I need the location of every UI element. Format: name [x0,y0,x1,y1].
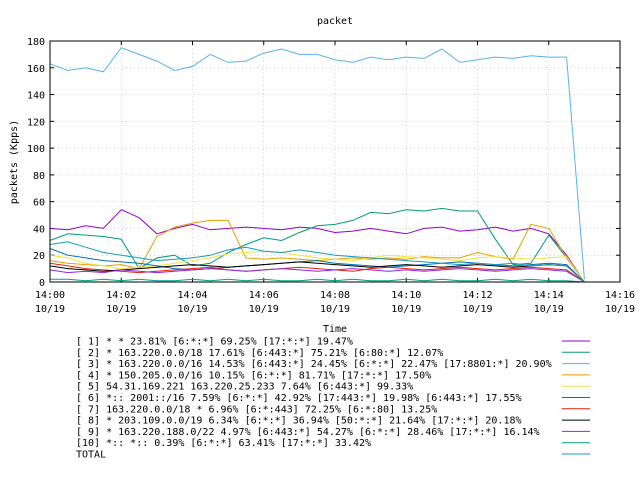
x-tick-date-label: 10/19 [320,304,350,315]
series-line-1 [49,209,585,283]
y-tick-label: 180 [27,37,45,48]
series-line-11 [49,241,585,283]
x-tick-label: 14:02 [106,290,136,301]
legend-entry-9: [ 9] * 163.220.188.0/22 4.97% [6:443:*] … [76,427,540,438]
y-tick-label: 100 [27,144,45,155]
x-tick-date-label: 10/19 [249,304,279,315]
x-tick-label: 14:14 [534,290,564,301]
y-tick-label: 120 [27,117,45,128]
x-tick-date-label: 10/19 [605,304,635,315]
legend: [ 1] * * 23.81% [6:*:*] 69.25% [17:*:*] … [76,337,590,461]
y-axis-label: packets (Kpps) [9,120,20,204]
series-line-7 [49,262,585,283]
x-tick-date-label: 10/19 [462,304,492,315]
y-tick-label: 40 [33,224,45,235]
x-tick-label: 14:12 [462,290,492,301]
x-tick-label: 14:16 [605,290,635,301]
y-tick-label: 20 [33,251,45,262]
x-tick-label: 14:00 [35,290,65,301]
x-tick-date-label: 10/19 [177,304,207,315]
x-tick-label: 14:10 [391,290,421,301]
y-tick-label: 80 [33,171,45,182]
x-tick-date-label: 10/19 [391,304,421,315]
series-line-8 [49,261,585,283]
y-tick-label: 140 [27,91,45,102]
series-line-9 [49,268,585,283]
series-line-10 [50,278,585,283]
legend-entry-7: [ 7] 163.220.0.0/18 * 6.96% [6:*:443] 72… [76,404,437,415]
legend-entry-3: [ 3] * 163.220.0.0/16 14.53% [6:443:*] 2… [76,359,552,370]
y-tick-label: 160 [27,64,45,75]
legend-entry-11: TOTAL [76,450,106,461]
legend-entry-2: [ 2] * 163.220.0.0/18 17.61% [6:443:*] 7… [76,348,443,359]
x-tick-date-label: 10/19 [35,304,65,315]
legend-entry-4: [ 4] * 150.205.0.0/16 10.15% [6:*:*] 81.… [76,370,431,381]
x-tick-label: 14:06 [249,290,279,301]
legend-entry-5: [ 5] 54.31.169.221 163.220.25.233 7.64% … [76,382,413,393]
y-ticks: 0 20 40 60 80 100 120 140 160 180 [27,37,620,289]
series-lines [49,47,585,283]
series-line-3 [49,47,585,280]
x-axis-label: Time [323,324,347,335]
legend-entry-6: [ 6] *:: 2001::/16 7.59% [6:*:*] 42.92% … [76,393,522,404]
x-ticks: 14:00 10/19 14:02 10/19 14:04 10/19 14:06 10/19… [35,41,635,315]
chart-title: packet [317,16,353,27]
x-tick-label: 14:04 [177,290,207,301]
legend-entry-8: [ 8] * 203.109.0.0/19 6.34% [6:*:*] 36.9… [76,416,522,427]
legend-entry-10: [10] *:: *:: 0.39% [6:*:*] 63.41% [17:*:… [76,438,371,449]
plot-frame [49,40,621,283]
legend-entry-1: [ 1] * * 23.81% [6:*:*] 69.25% [17:*:*] … [76,337,353,348]
y-tick-label: 60 [33,198,45,209]
x-tick-date-label: 10/19 [106,304,136,315]
x-tick-date-label: 10/19 [534,304,564,315]
series-line-5 [49,250,585,283]
grid [50,41,620,282]
x-tick-label: 14:08 [320,290,350,301]
y-tick-label: 0 [39,278,45,289]
